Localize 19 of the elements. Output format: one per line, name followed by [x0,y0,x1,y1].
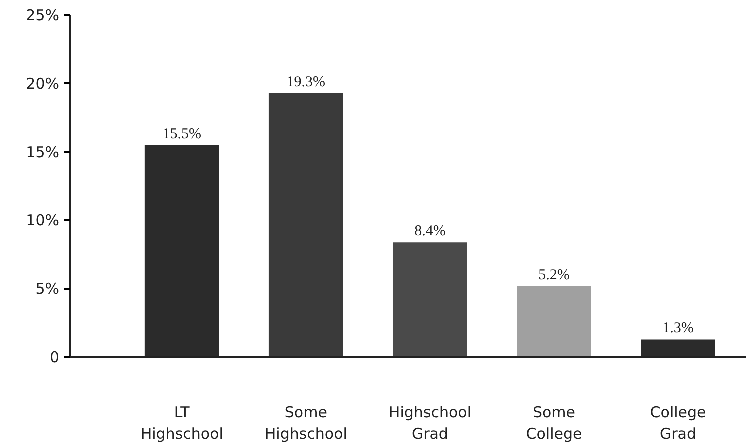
x-tick-label: LT Highschool [140,404,224,444]
x-tick-label: Some College [526,404,582,444]
data-label: 5.2% [538,267,570,284]
x-tick-label: College Grad [650,404,706,444]
y-tick-label: 10% [26,212,60,230]
bar [517,286,592,358]
data-label: 1.3% [662,320,694,337]
data-label: 15.5% [162,126,202,142]
y-tick-label: 25% [26,6,60,24]
bar [392,242,468,358]
y-tick-label: 0 [50,348,60,366]
y-tick-label: 5% [36,280,60,298]
data-label: 8.4% [414,224,446,240]
y-tick-label: 15% [26,143,60,162]
x-tick-label: Some Highschool [264,404,348,444]
y-tick-label: 20% [26,74,60,93]
data-label: 19.3% [286,74,326,90]
x-tick-label: Highschool Grad [388,404,472,444]
bar [268,93,344,358]
